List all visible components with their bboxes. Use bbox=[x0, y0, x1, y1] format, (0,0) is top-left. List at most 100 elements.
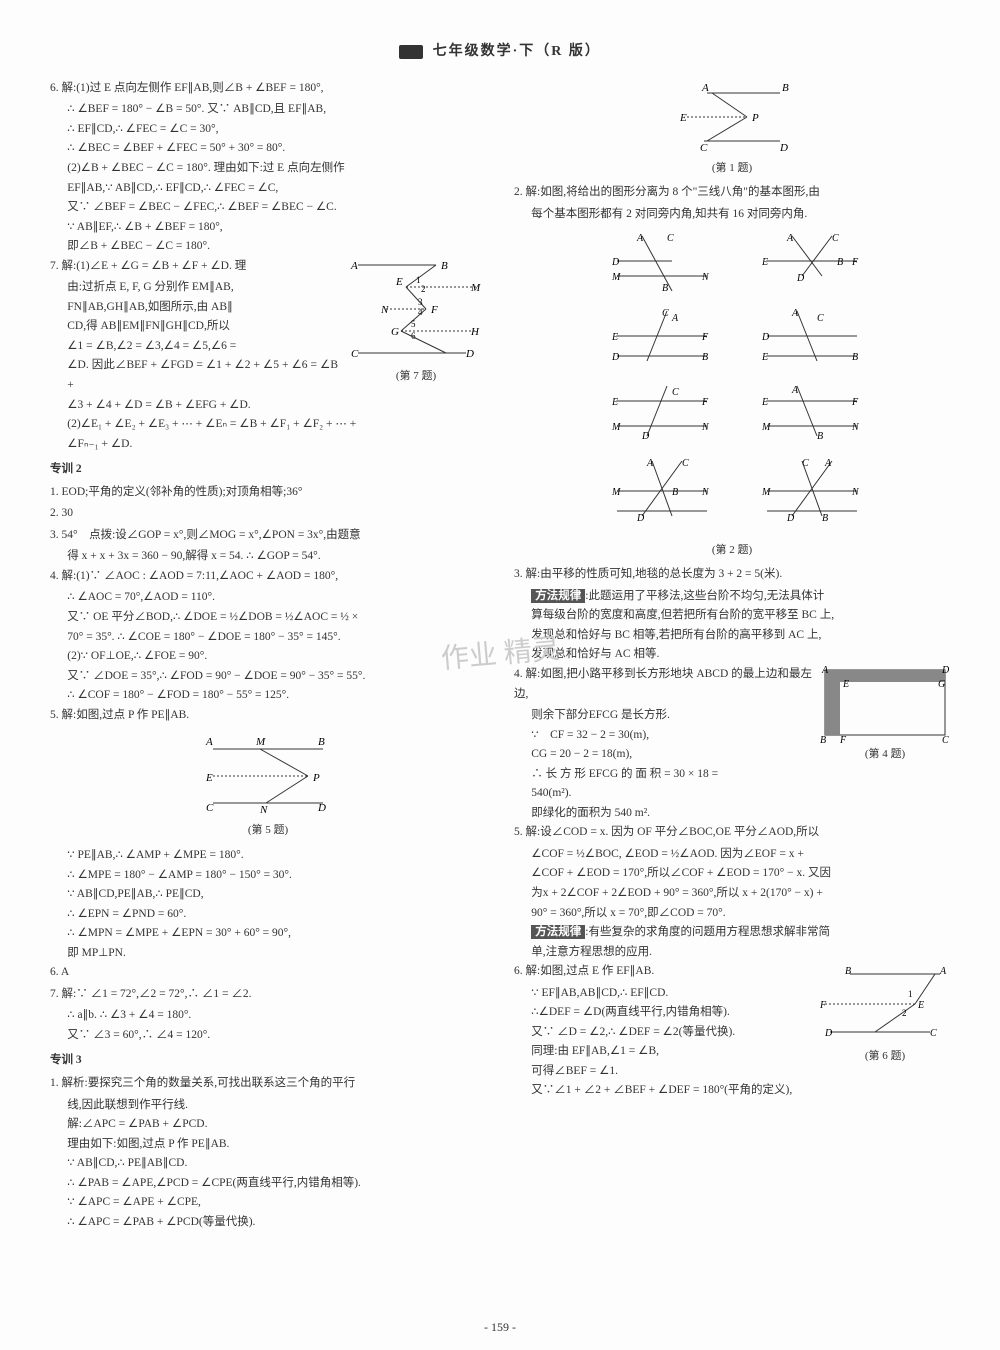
q7-line: ∠Fₙ₋₁ + ∠D. bbox=[50, 435, 486, 455]
q7-svg: A B E M 12 N F 34 G H 56 C bbox=[346, 257, 486, 367]
s3-q1-line: 1. 解析:要探究三个角的数量关系,可找出联系这三个角的平行 bbox=[50, 1074, 486, 1094]
svg-text:D: D bbox=[796, 273, 805, 284]
svg-text:F: F bbox=[820, 1000, 827, 1011]
svg-text:E: E bbox=[679, 112, 687, 124]
svg-text:B: B bbox=[820, 735, 826, 745]
svg-text:P: P bbox=[751, 112, 759, 124]
svg-text:N: N bbox=[851, 422, 860, 433]
svg-text:A: A bbox=[636, 233, 644, 244]
svg-text:M: M bbox=[611, 272, 621, 283]
svg-text:N: N bbox=[701, 272, 710, 283]
s3-q1c-line: ∵ ∠APC = ∠APE + ∠CPE, bbox=[50, 1193, 486, 1213]
svg-text:A: A bbox=[821, 665, 829, 676]
svg-text:F: F bbox=[839, 735, 847, 745]
svg-text:A: A bbox=[786, 233, 794, 244]
svg-text:3: 3 bbox=[418, 297, 423, 307]
s2-q5-line: 即 MP⊥PN. bbox=[50, 944, 486, 964]
s2-q3-line: 3. 54° 点拨:设∠GOP = x°,则∠MOG = x°,∠PON = 3… bbox=[50, 526, 486, 546]
svg-text:C: C bbox=[662, 308, 669, 319]
q6-line: EF∥AB,∵ AB∥CD,∴ EF∥CD,∴ ∠FEC = ∠C, bbox=[50, 179, 486, 199]
svg-text:D: D bbox=[465, 348, 474, 360]
svg-text:N: N bbox=[259, 804, 268, 816]
s3-q3-line: 3. 解:由平移的性质可知,地毯的总长度为 3 + 2 = 5(米). bbox=[514, 565, 950, 585]
r-q1-caption: (第 1 题) bbox=[514, 159, 950, 178]
s3-q5-text: :有些复杂的求角度的问题用方程思想求解非常简 bbox=[585, 926, 830, 938]
svg-text:F: F bbox=[851, 397, 859, 408]
svg-text:A: A bbox=[205, 736, 213, 748]
s2-q4-line: 70° = 35°. ∴ ∠COE = 180° − ∠DOE = 180° −… bbox=[50, 628, 486, 648]
svg-text:B: B bbox=[852, 352, 858, 363]
svg-text:N: N bbox=[701, 487, 710, 498]
svg-text:E: E bbox=[205, 772, 213, 784]
q6-line: 6. 解:(1)过 E 点向左侧作 EF∥AB,则∠B + ∠BEF = 180… bbox=[50, 79, 486, 99]
s3-q1c-line: ∴ ∠APC = ∠PAB + ∠PCD(等量代换). bbox=[50, 1213, 486, 1233]
s3-q3-line: 算每级台阶的宽度和高度,但若把所有台阶的宽平移至 BC 上, bbox=[514, 606, 950, 626]
r-q1-svg: A B E P C D bbox=[662, 79, 802, 159]
svg-text:F: F bbox=[430, 304, 438, 316]
svg-text:D: D bbox=[611, 352, 620, 363]
s2-q1: 1. EOD;平角的定义(邻补角的性质);对顶角相等;36° bbox=[50, 483, 486, 503]
svg-text:F: F bbox=[701, 332, 709, 343]
svg-text:C: C bbox=[672, 387, 679, 398]
section-3-title: 专训 3 bbox=[50, 1051, 486, 1071]
s2-q5-line: 5. 解:如图,过点 P 作 PE∥AB. bbox=[50, 706, 486, 726]
s2-q4-line: 4. 解:(1)∵ ∠AOC : ∠AOD = 7:11,∠AOC + ∠AOD… bbox=[50, 567, 486, 587]
r-q4-svg: A D E G B F C bbox=[820, 665, 950, 745]
svg-text:2: 2 bbox=[421, 284, 426, 294]
s3-q4-line: ∴ 长 方 形 EFCG 的 面 积 = 30 × 18 = bbox=[514, 765, 950, 785]
r-q4-caption: (第 4 题) bbox=[820, 745, 950, 764]
svg-text:F: F bbox=[701, 397, 709, 408]
r-q2-caption: (第 2 题) bbox=[514, 541, 950, 560]
svg-text:1: 1 bbox=[908, 989, 913, 999]
svg-text:H: H bbox=[470, 326, 480, 338]
s3-q1-line: 线,因此联想到作平行线. bbox=[50, 1096, 486, 1116]
q5-svg: A M B E P C N D bbox=[188, 731, 348, 821]
svg-text:B: B bbox=[318, 736, 325, 748]
svg-text:P: P bbox=[312, 772, 320, 784]
svg-text:D: D bbox=[761, 332, 770, 343]
svg-text:M: M bbox=[470, 282, 481, 294]
s3-q2-line: 每个基本图形都有 2 对同旁内角,知共有 16 对同旁内角. bbox=[514, 205, 950, 225]
s3-q1c-line: ∴ ∠PAB = ∠APE,∠PCD = ∠CPE(两直线平行,内错角相等). bbox=[50, 1174, 486, 1194]
s2-q5-line: ∴ ∠MPE = 180° − ∠AMP = 180° − 150° = 30°… bbox=[50, 866, 486, 886]
svg-text:A: A bbox=[671, 313, 679, 324]
s2-q5-line: ∴ ∠MPN = ∠MPE + ∠EPN = 30° + 60° = 90°, bbox=[50, 924, 486, 944]
svg-text:E: E bbox=[761, 352, 768, 363]
q6-line: 又∵ ∠BEF = ∠BEC − ∠FEC,∴ ∠BEF = ∠BEC − ∠C… bbox=[50, 198, 486, 218]
q7-caption: (第 7 题) bbox=[346, 367, 486, 386]
svg-text:A: A bbox=[350, 260, 358, 272]
svg-text:E: E bbox=[842, 679, 849, 690]
s3-q1c-line: ∵ AB∥CD,∴ PE∥AB∥CD. bbox=[50, 1154, 486, 1174]
svg-text:N: N bbox=[380, 304, 389, 316]
svg-text:D: D bbox=[941, 665, 950, 676]
svg-text:C: C bbox=[942, 735, 949, 745]
s2-q3-line: 得 x + x + 3x = 360 − 90,解得 x = 54. ∴ ∠GO… bbox=[50, 547, 486, 567]
svg-text:E: E bbox=[395, 276, 403, 288]
svg-text:1: 1 bbox=[416, 275, 421, 285]
s2-q2: 2. 30 bbox=[50, 504, 486, 524]
header-title: 七年级数学·下（R 版） bbox=[433, 44, 601, 59]
q6-line: ∴ EF∥CD,∴ ∠FEC = ∠C = 30°, bbox=[50, 120, 486, 140]
svg-text:D: D bbox=[317, 802, 326, 814]
s2-q7-line: ∴ a∥b. ∴ ∠3 + ∠4 = 180°. bbox=[50, 1006, 486, 1026]
svg-text:F: F bbox=[851, 257, 859, 268]
s2-q4-line: 又∵ OE 平分∠BOD,∴ ∠DOE = ½∠DOB = ½∠AOC = ½ … bbox=[50, 608, 486, 628]
svg-text:C: C bbox=[817, 313, 824, 324]
svg-text:D: D bbox=[611, 257, 620, 268]
svg-text:E: E bbox=[761, 257, 768, 268]
s2-q5-line: ∵ PE∥AB,∴ ∠AMP + ∠MPE = 180°. bbox=[50, 846, 486, 866]
svg-text:M: M bbox=[761, 487, 771, 498]
r-q6-caption: (第 6 题) bbox=[820, 1047, 950, 1066]
s3-q5-line: 为x + 2∠COF + 2∠EOD + 90° = 360°,所以 x + 2… bbox=[514, 884, 950, 904]
svg-text:A: A bbox=[824, 458, 832, 469]
s3-q1-line: 解:∠APC = ∠PAB + ∠PCD. bbox=[50, 1115, 486, 1135]
svg-text:M: M bbox=[761, 422, 771, 433]
svg-text:A: A bbox=[701, 82, 709, 94]
svg-text:D: D bbox=[636, 513, 645, 524]
svg-text:D: D bbox=[779, 142, 788, 154]
s3-q2-line: 2. 解:如图,将给出的图形分离为 8 个"三线八角"的基本图形,由 bbox=[514, 183, 950, 203]
svg-text:B: B bbox=[845, 966, 851, 977]
q7-line: (2)∠E₁ + ∠E₂ + ∠E₃ + ⋯ + ∠Eₙ = ∠B + ∠F₁ … bbox=[50, 415, 486, 435]
s2-q6: 6. A bbox=[50, 963, 486, 983]
s2-q7-line: 7. 解:∵ ∠1 = 72°,∠2 = 72°,∴ ∠1 = ∠2. bbox=[50, 985, 486, 1005]
